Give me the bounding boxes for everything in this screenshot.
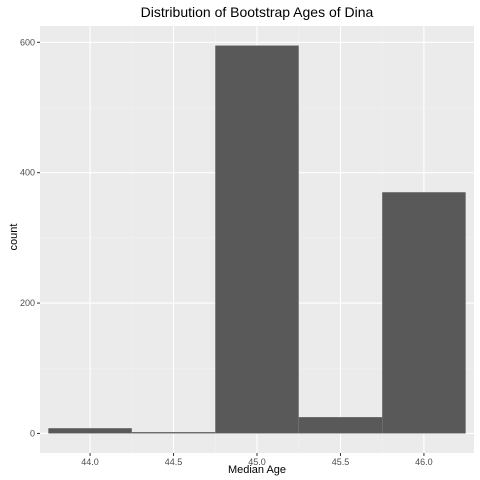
x-tick-label: 46.0 [415,457,433,467]
y-tick-label: 200 [20,298,35,308]
histogram-bar [131,432,216,434]
y-axis-label: count [8,224,20,251]
x-tick-label: 45.5 [332,457,350,467]
bars [48,45,466,434]
histogram-bar [298,417,383,434]
y-tick-label: 400 [20,168,35,178]
x-axis-label: Median Age [228,464,286,476]
histogram-bar [382,192,466,434]
chart-title: Distribution of Bootstrap Ages of Dina [141,4,374,20]
histogram-bar [215,45,299,434]
y-axis-ticks: 0 200 400 600 [20,37,40,438]
x-tick-label: 44.0 [81,457,99,467]
y-tick-label: 600 [20,37,35,47]
x-tick-label: 45.0 [248,457,266,467]
y-tick-label: 0 [30,428,35,438]
x-tick-label: 44.5 [165,457,183,467]
histogram-bar [48,428,132,434]
x-axis-ticks: 44.0 44.5 45.0 45.5 46.0 [81,453,433,467]
